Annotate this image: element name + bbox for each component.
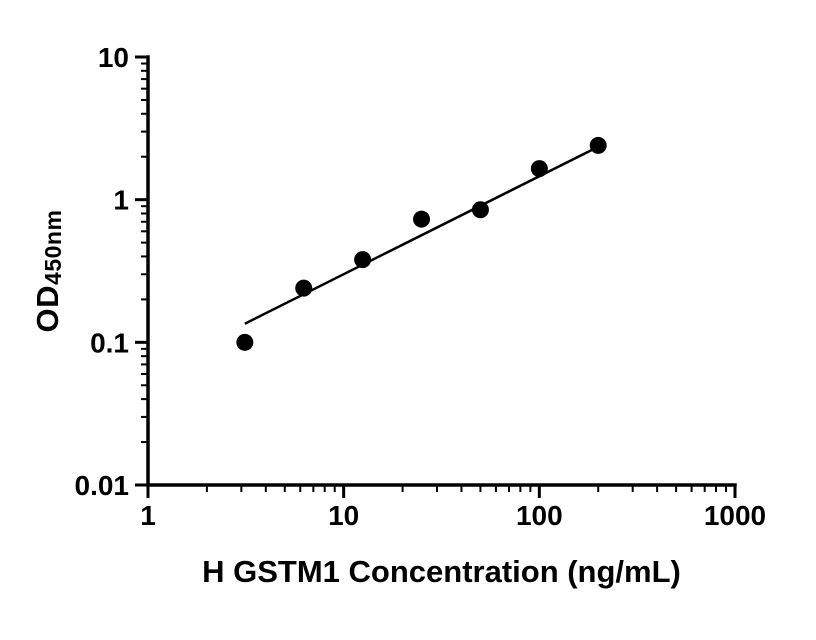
x-tick-label: 10 [328, 500, 359, 531]
x-tick-label: 1000 [704, 500, 766, 531]
x-tick-label: 100 [516, 500, 563, 531]
x-axis-title: H GSTM1 Concentration (ng/mL) [202, 554, 681, 589]
y-tick-label: 10 [98, 42, 129, 73]
data-point [354, 251, 372, 269]
y-tick-label: 0.01 [75, 470, 130, 501]
data-point [530, 160, 548, 178]
y-axis-title: OD450nm [30, 210, 66, 333]
x-tick-label: 1 [140, 500, 156, 531]
y-axis-title-sub: 450nm [40, 209, 66, 285]
data-point [471, 201, 489, 219]
data-point [413, 210, 431, 228]
data-point [589, 136, 607, 154]
y-axis-title-main: OD [30, 284, 65, 333]
y-tick-label: 0.1 [90, 327, 129, 358]
y-tick-label: 1 [113, 185, 129, 216]
axis-spines [146, 55, 737, 487]
data-point [236, 333, 254, 351]
data-point [295, 279, 313, 297]
